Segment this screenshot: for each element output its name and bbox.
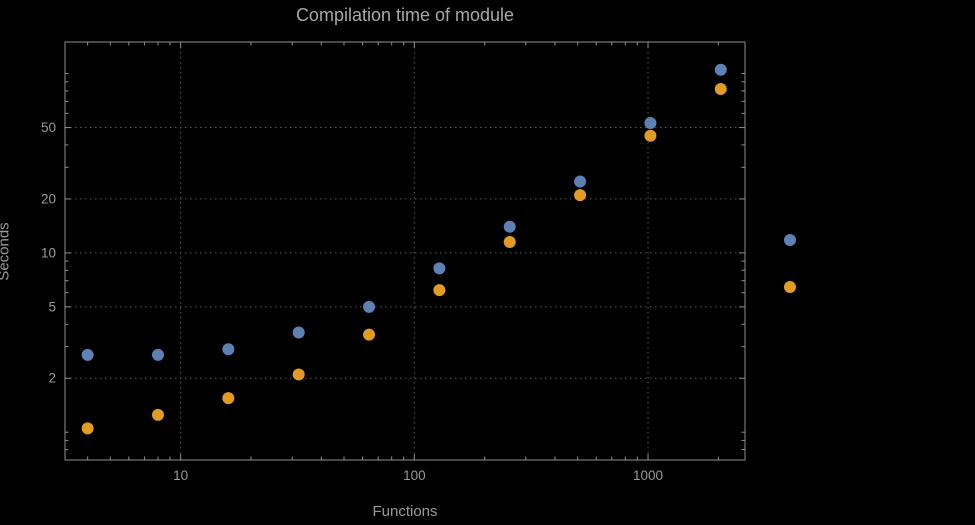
legend-marker-series-1 <box>784 234 796 246</box>
y-axis-label: Seconds <box>0 222 13 281</box>
chart-title: Compilation time of module <box>295 5 515 25</box>
x-tick-label: 100 <box>403 468 426 483</box>
plot-frame <box>64 41 746 461</box>
data-point-series-2 <box>714 83 727 96</box>
data-point-series-2 <box>363 328 376 341</box>
data-point-series-2 <box>644 129 657 142</box>
data-point-series-1 <box>503 220 516 233</box>
x-tick-label: 10 <box>173 468 188 483</box>
data-point-series-1 <box>433 262 446 275</box>
legend-marker-series-2 <box>784 281 796 293</box>
data-point-series-2 <box>222 392 235 405</box>
data-point-series-2 <box>503 236 516 249</box>
x-axis-label: Functions <box>372 503 438 520</box>
data-point-series-2 <box>433 284 446 297</box>
data-point-series-1 <box>363 300 376 313</box>
data-point-series-1 <box>151 348 164 361</box>
y-tick-label: 5 <box>48 299 56 314</box>
data-point-series-1 <box>222 343 235 356</box>
data-point-series-1 <box>714 63 727 76</box>
data-point-series-2 <box>292 368 305 381</box>
x-tick-label: 1000 <box>633 468 663 483</box>
data-point-series-1 <box>81 348 94 361</box>
y-tick-label: 50 <box>41 120 56 135</box>
y-tick-label: 2 <box>48 371 56 386</box>
y-tick-label: 20 <box>41 191 56 206</box>
data-point-series-1 <box>644 117 657 130</box>
data-point-series-1 <box>574 175 587 188</box>
data-point-series-2 <box>574 189 587 202</box>
data-point-series-2 <box>81 422 94 435</box>
y-tick-label: 10 <box>41 245 56 260</box>
data-point-series-2 <box>151 408 164 421</box>
data-point-series-1 <box>292 326 305 339</box>
